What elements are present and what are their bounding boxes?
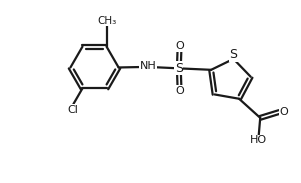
Text: HO: HO — [250, 135, 267, 145]
Text: O: O — [175, 41, 184, 51]
Text: Cl: Cl — [67, 105, 78, 115]
Text: O: O — [279, 107, 288, 117]
Text: NH: NH — [140, 61, 156, 71]
Text: S: S — [175, 62, 183, 75]
Text: CH₃: CH₃ — [97, 16, 116, 26]
Text: S: S — [229, 48, 237, 61]
Text: O: O — [175, 86, 184, 96]
